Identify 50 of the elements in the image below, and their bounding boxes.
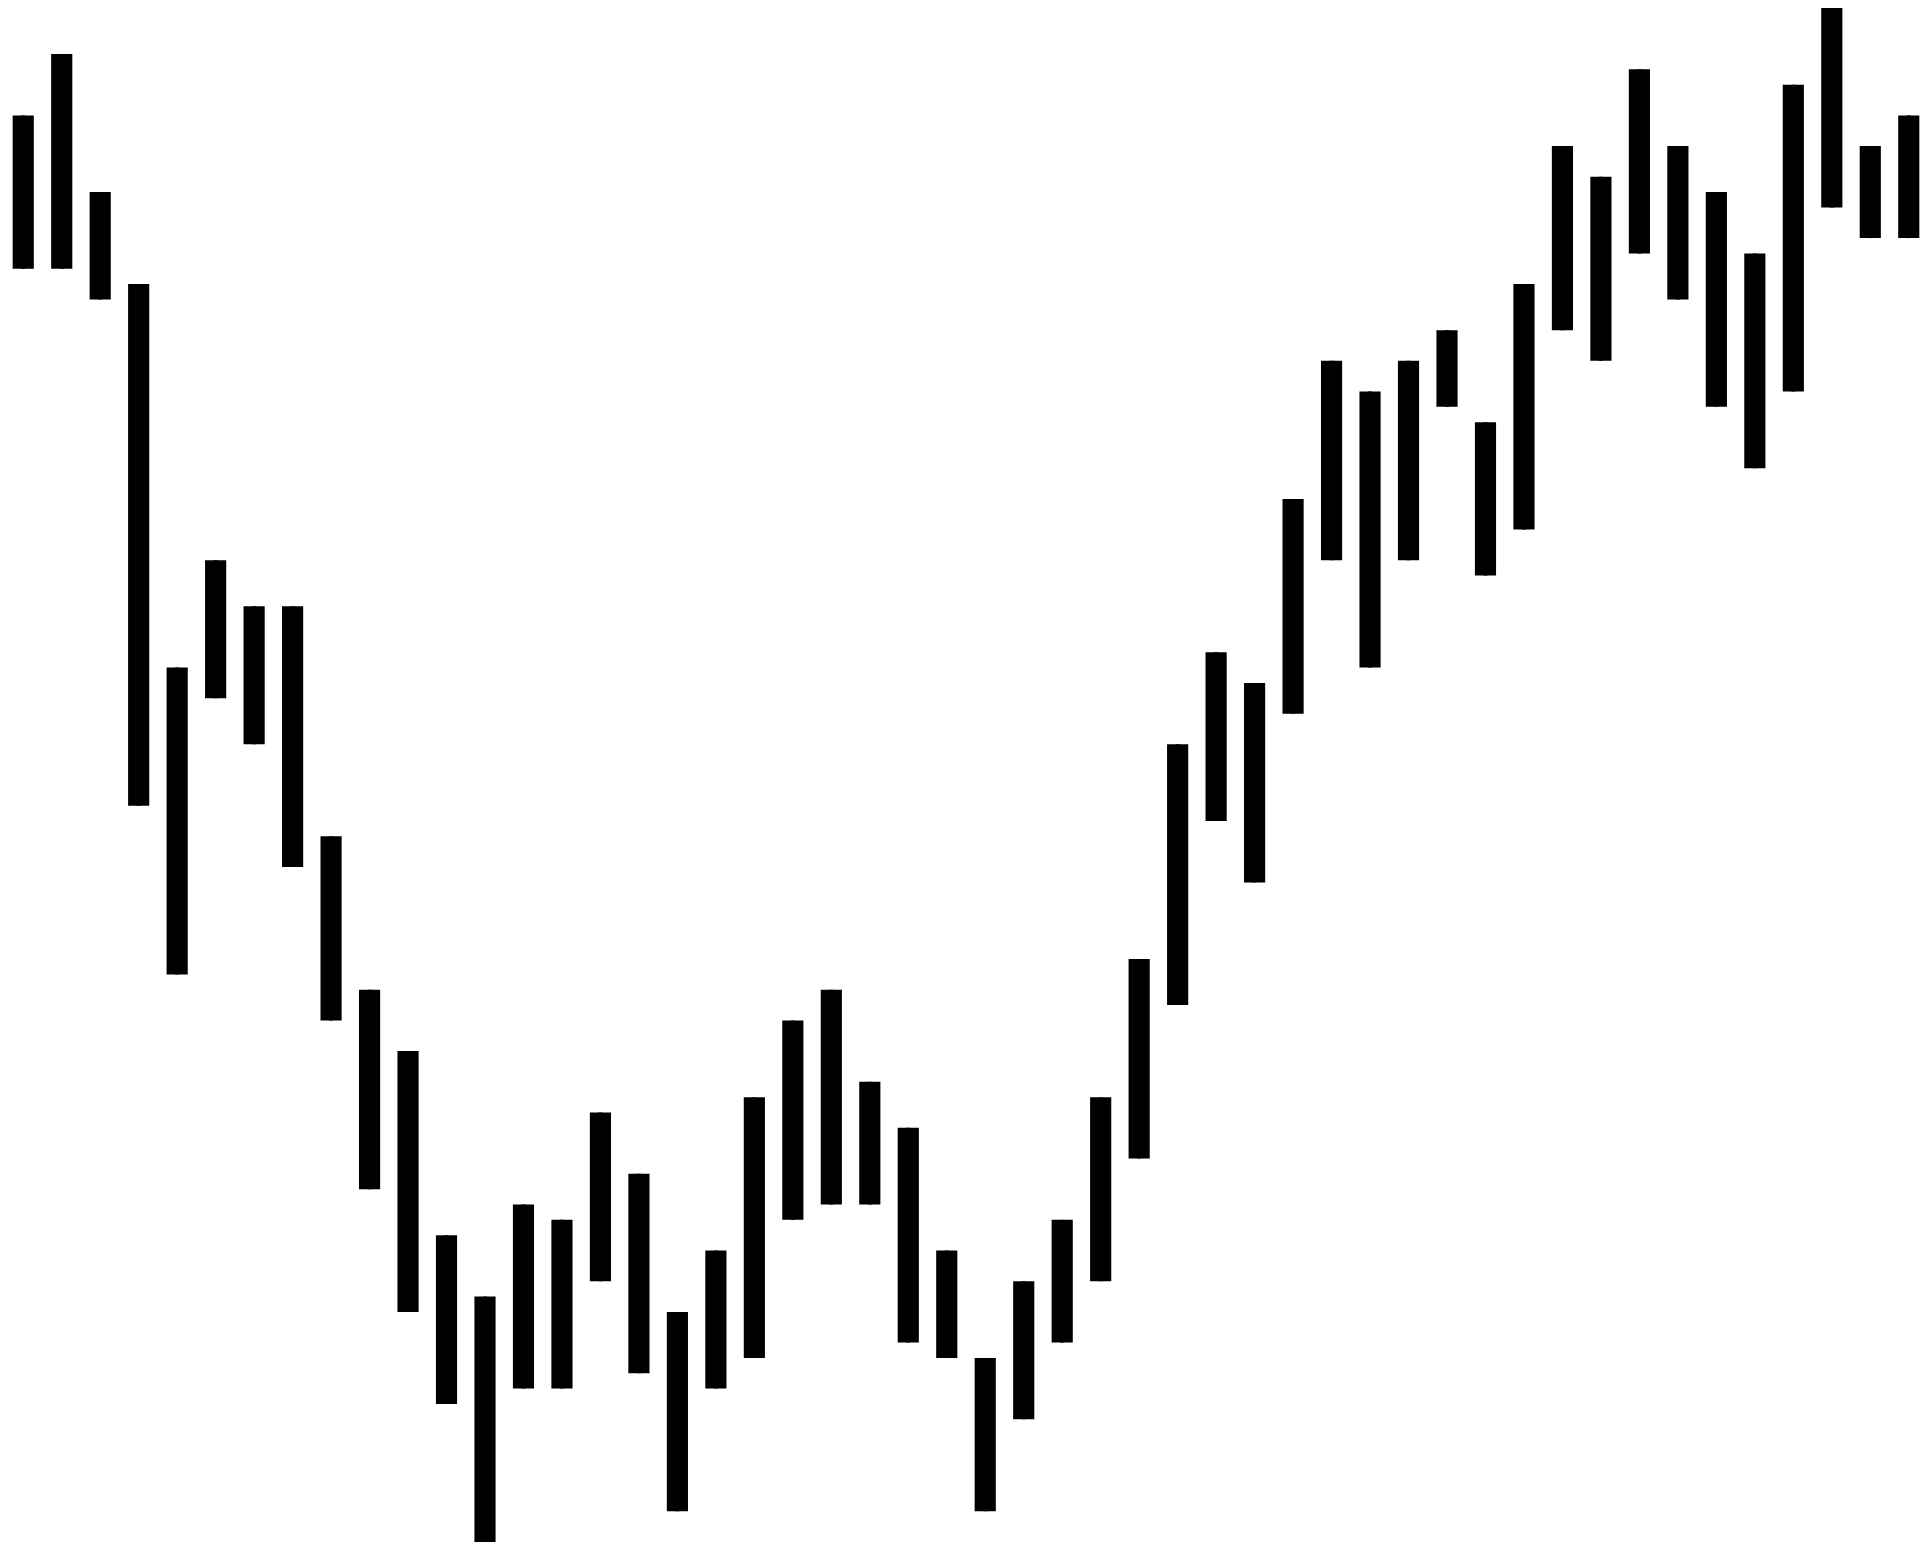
candlestick — [1167, 742, 1189, 1008]
candlestick — [666, 1309, 688, 1514]
candlestick — [1359, 389, 1381, 670]
candlestick — [205, 558, 227, 701]
candlestick — [128, 282, 150, 808]
candlestick — [89, 190, 111, 302]
candlestick — [628, 1171, 650, 1376]
candlestick — [1244, 680, 1266, 885]
candlestick — [1782, 82, 1804, 394]
candlestick — [859, 1079, 881, 1207]
candlestick — [358, 987, 381, 1192]
candlestick — [1744, 251, 1766, 471]
candlestick — [551, 1217, 573, 1391]
candlestick — [1320, 358, 1343, 563]
candlestick — [1705, 190, 1727, 409]
candlestick — [435, 1233, 458, 1406]
candlestick — [1898, 113, 1920, 241]
candlestick — [51, 52, 73, 271]
candlestick — [166, 665, 188, 977]
candlestick — [512, 1202, 535, 1391]
candlestick — [820, 987, 842, 1207]
candlestick — [974, 1355, 996, 1514]
candlestick — [743, 1095, 765, 1360]
candlestick — [282, 604, 304, 870]
candlestick — [1667, 144, 1689, 302]
candlestick — [1513, 282, 1535, 532]
candlestick — [1128, 957, 1150, 1161]
candlestick — [1013, 1279, 1035, 1422]
candlestick — [705, 1248, 727, 1391]
candlestick — [1821, 6, 1843, 210]
candlestick — [897, 1125, 919, 1345]
candlestick — [1205, 650, 1227, 824]
candlestick — [1474, 420, 1497, 578]
candlestick — [1051, 1217, 1073, 1345]
candlestick — [474, 1294, 496, 1544]
candlestick — [1551, 144, 1574, 333]
candlestick — [1090, 1095, 1112, 1284]
candlestick — [782, 1018, 804, 1222]
candlestick — [1628, 67, 1650, 256]
candlestick — [1436, 328, 1458, 409]
candlestick — [1282, 496, 1304, 716]
candlestick — [589, 1110, 612, 1284]
candlestick — [936, 1248, 958, 1360]
candlestick — [12, 113, 34, 271]
candlestick — [1590, 174, 1612, 363]
candlestick — [1397, 358, 1420, 563]
candlestick — [243, 604, 265, 747]
candlestick — [397, 1051, 419, 1312]
candlestick — [1859, 144, 1881, 241]
candlestick — [320, 834, 342, 1023]
